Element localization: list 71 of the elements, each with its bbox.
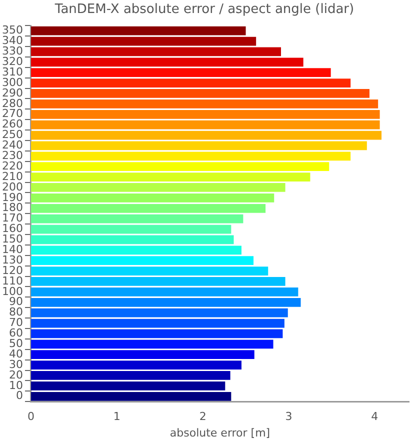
bar bbox=[30, 68, 331, 78]
y-tick-label: 300 bbox=[2, 76, 23, 89]
bar bbox=[30, 308, 288, 318]
bar bbox=[30, 246, 242, 255]
bar bbox=[30, 256, 254, 266]
bar bbox=[30, 130, 382, 140]
y-tick-label: 110 bbox=[2, 274, 23, 288]
y-tick-label: 90 bbox=[8, 295, 23, 308]
y-tick-label: 120 bbox=[2, 264, 23, 277]
y-tick-label: 170 bbox=[2, 212, 23, 225]
bar bbox=[30, 193, 274, 202]
bar bbox=[30, 298, 301, 307]
y-tick-label: 290 bbox=[2, 86, 23, 100]
x-tick-label: 3 bbox=[285, 410, 292, 424]
bar bbox=[30, 183, 286, 192]
bar bbox=[30, 350, 254, 360]
x-tick-label: 1 bbox=[113, 410, 120, 424]
y-tick-label: 160 bbox=[2, 222, 23, 236]
y-tick-label: 260 bbox=[2, 118, 23, 131]
x-axis-title: absolute error [m] bbox=[170, 426, 270, 440]
x-tick-label: 2 bbox=[199, 410, 206, 424]
y-tick-label: 70 bbox=[8, 316, 23, 330]
bar bbox=[30, 224, 232, 234]
bar bbox=[30, 162, 330, 172]
y-tick-label: 20 bbox=[8, 368, 23, 382]
y-tick-label: 340 bbox=[2, 34, 23, 48]
y-tick-label: 210 bbox=[2, 170, 23, 183]
bar bbox=[30, 340, 274, 349]
y-tick-label: 270 bbox=[2, 107, 23, 120]
bar bbox=[30, 26, 246, 36]
bar bbox=[30, 141, 367, 150]
y-tick-label: 240 bbox=[2, 138, 23, 152]
y-tick-label: 250 bbox=[2, 128, 23, 142]
y-tick-label: 190 bbox=[2, 190, 23, 204]
y-tick-label: 0 bbox=[16, 389, 23, 402]
bar bbox=[30, 381, 226, 390]
y-tick-label: 60 bbox=[8, 326, 23, 340]
y-tick-label: 10 bbox=[8, 378, 23, 392]
bar bbox=[30, 120, 380, 130]
bar bbox=[30, 89, 370, 98]
bar bbox=[30, 99, 378, 108]
bar bbox=[30, 360, 242, 370]
bar bbox=[30, 152, 351, 161]
bar bbox=[30, 110, 380, 119]
bar bbox=[30, 36, 256, 46]
bar bbox=[30, 392, 232, 401]
y-tick-label: 200 bbox=[2, 180, 23, 194]
bar bbox=[30, 172, 310, 182]
bar bbox=[30, 277, 286, 286]
bar bbox=[30, 204, 266, 213]
y-tick-label: 30 bbox=[8, 358, 23, 371]
bar bbox=[30, 214, 244, 224]
bar bbox=[30, 235, 234, 244]
bar bbox=[30, 287, 298, 296]
bar bbox=[30, 318, 284, 328]
bar bbox=[30, 47, 281, 56]
y-tick-label: 100 bbox=[2, 284, 23, 298]
y-tick-label: 330 bbox=[2, 44, 23, 58]
bar bbox=[30, 266, 268, 276]
x-tick-label: 4 bbox=[371, 410, 378, 424]
y-tick-label: 350 bbox=[2, 24, 23, 37]
y-tick-label: 80 bbox=[8, 306, 23, 319]
y-tick-label: 280 bbox=[2, 96, 23, 110]
bar bbox=[30, 371, 230, 380]
bar bbox=[30, 58, 304, 67]
chart-title: TanDEM-X absolute error / aspect angle (lidar) bbox=[54, 2, 354, 18]
bar bbox=[30, 329, 283, 338]
bar bbox=[30, 78, 351, 88]
x-tick-label: 0 bbox=[27, 410, 34, 424]
y-tick-label: 150 bbox=[2, 232, 23, 246]
y-tick-label: 180 bbox=[2, 201, 23, 214]
